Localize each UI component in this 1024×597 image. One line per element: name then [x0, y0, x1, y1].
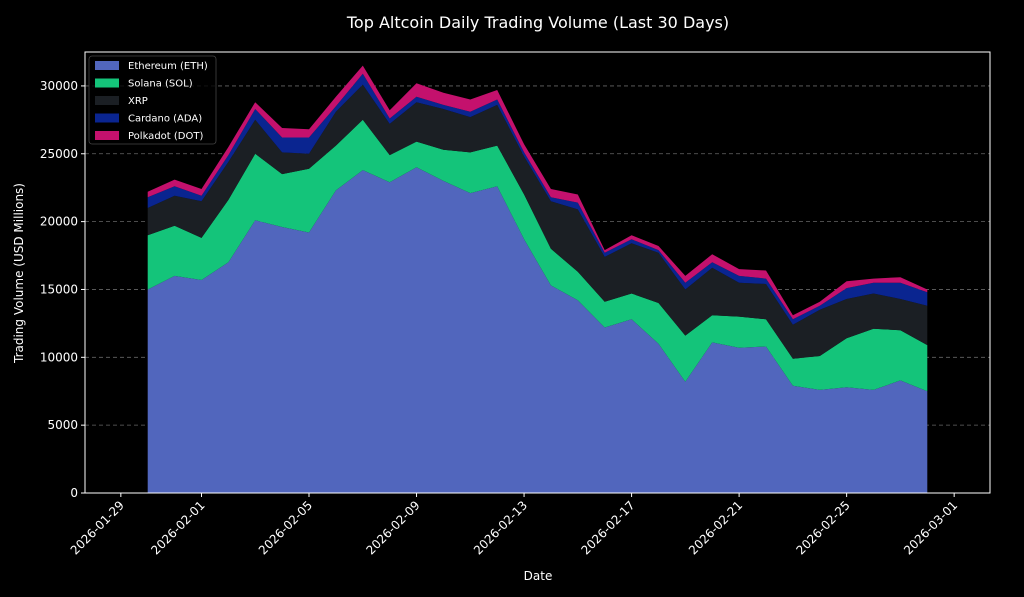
y-tick-label-4: 20000	[40, 215, 78, 229]
legend-swatch-1	[95, 78, 119, 88]
x-tick-label-8: 2026-03-01	[901, 498, 960, 557]
area-series-1	[147, 119, 928, 392]
x-tick-label-3: 2026-02-09	[363, 498, 422, 557]
x-tick-label-1: 2026-02-01	[148, 498, 207, 557]
legend-swatch-0	[95, 61, 119, 70]
legend-label-2: XRP	[128, 96, 148, 107]
legend-swatch-4	[95, 131, 119, 140]
area-series-0	[147, 167, 928, 494]
x-tick-label-5: 2026-02-17	[578, 498, 637, 557]
x-tick-label-7: 2026-02-25	[794, 498, 853, 557]
chart-title: Top Altcoin Daily Trading Volume (Last 3…	[346, 13, 729, 32]
y-tick-label-1: 5000	[47, 418, 78, 432]
y-tick-label-3: 15000	[40, 282, 78, 296]
legend-box	[88, 55, 217, 145]
legend-label-1: Solana (SOL)	[128, 79, 193, 90]
legend-swatch-3	[95, 113, 119, 123]
legend: Ethereum (ETH) Solana (SOL) XRP Cardano (AD…	[88, 55, 217, 145]
x-axis: 2026-01-29 2026-02-01 2026-02-05 2026-02-09…	[68, 493, 960, 557]
y-tick-label-5: 25000	[40, 147, 78, 161]
x-tick-label-0: 2026-01-29	[68, 498, 127, 557]
legend-label-4: Polkadot (DOT)	[128, 131, 203, 142]
y-axis-label: Trading Volume (USD Millions)	[12, 183, 26, 364]
plot-frame	[84, 51, 991, 494]
area-series-2	[147, 84, 928, 359]
y-tick-label-0: 0	[70, 486, 78, 500]
x-tick-label-6: 2026-02-21	[686, 498, 745, 557]
x-tick-label-2: 2026-02-05	[256, 498, 315, 557]
y-axis: 0 5000 10000 15000 20000 25000 30000	[40, 79, 85, 500]
stacked-areas	[147, 65, 928, 494]
y-tick-label-6: 30000	[40, 79, 78, 93]
legend-swatch-2	[95, 96, 119, 105]
x-axis-label: Date	[524, 569, 553, 583]
y-tick-label-2: 10000	[40, 350, 78, 364]
legend-label-0: Ethereum (ETH)	[128, 61, 208, 72]
x-tick-label-4: 2026-02-13	[471, 498, 530, 557]
legend-label-3: Cardano (ADA)	[128, 114, 202, 125]
